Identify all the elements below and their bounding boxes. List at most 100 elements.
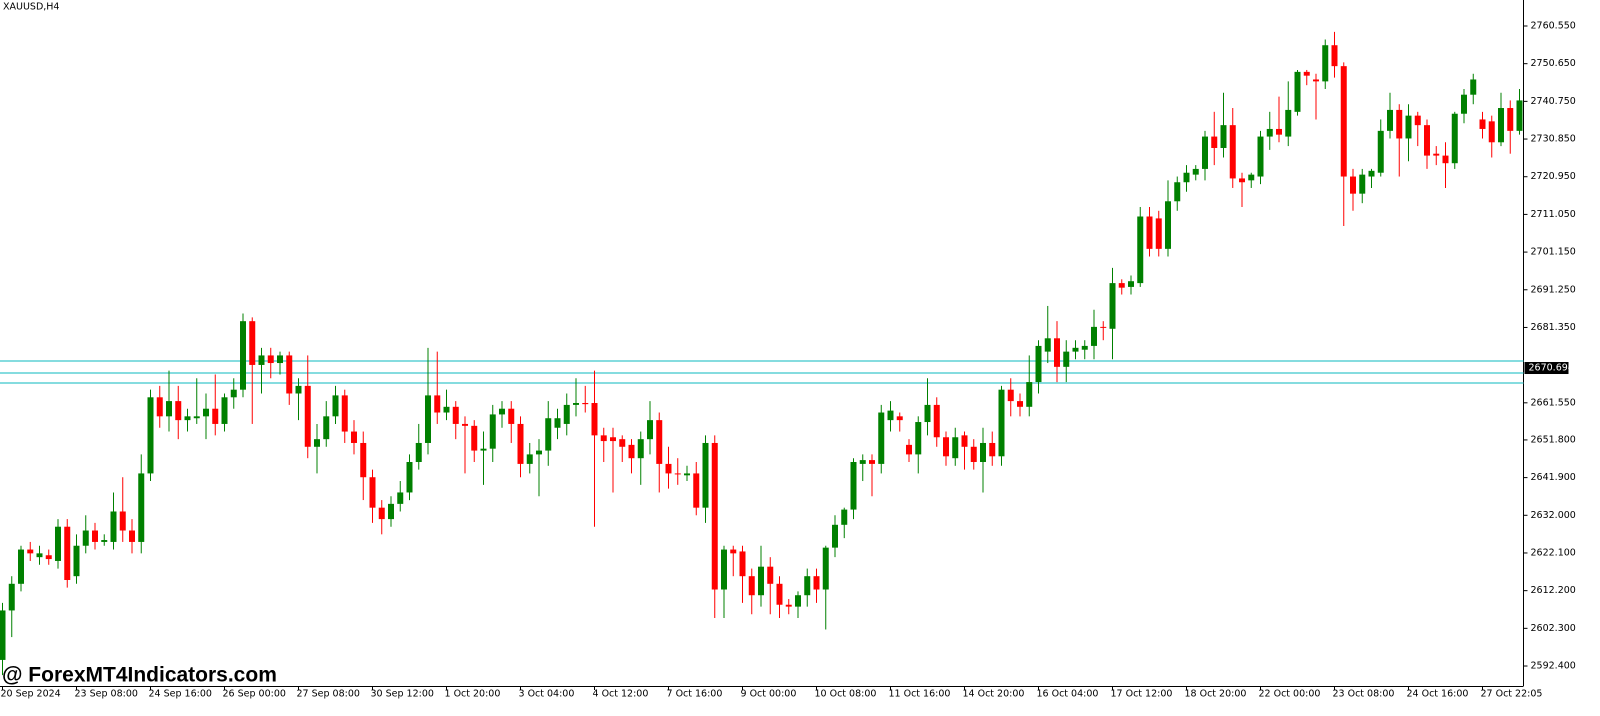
candle-body	[1044, 338, 1051, 352]
candle-body	[27, 549, 34, 554]
candle-body	[961, 435, 968, 447]
candle-body	[369, 477, 376, 508]
candle-body	[933, 404, 940, 438]
x-tick-label: 4 Oct 12:00	[593, 689, 649, 700]
candle-body	[45, 555, 52, 560]
x-tick-label: 7 Oct 16:00	[667, 689, 723, 700]
candle-body	[1294, 71, 1301, 112]
candle-body	[8, 583, 15, 611]
y-tick-label: 2740.750	[1531, 96, 1576, 107]
candle-body	[998, 389, 1005, 457]
candle-body	[915, 422, 922, 455]
candle-body	[101, 540, 108, 542]
candle-body	[674, 473, 681, 475]
candle-body	[184, 416, 191, 421]
candle-body	[970, 446, 977, 463]
candle-body	[499, 408, 505, 415]
candle-body	[1433, 153, 1440, 156]
candle-body	[1211, 136, 1218, 148]
candle-body	[767, 566, 774, 584]
candle-body	[175, 401, 182, 421]
candle-body	[1516, 100, 1523, 131]
x-tick-label: 26 Sep 00:00	[223, 689, 286, 700]
candle-body	[693, 473, 700, 508]
candle-body	[73, 545, 80, 577]
candle-body	[1081, 345, 1088, 350]
candle-body	[1442, 155, 1449, 164]
candle-body	[1479, 119, 1486, 129]
candle-body	[832, 524, 838, 548]
candle-body	[452, 406, 459, 424]
x-tick-label: 10 Oct 08:00	[815, 689, 877, 700]
candle-body	[221, 397, 228, 424]
candle-body	[249, 321, 256, 365]
price-label-box	[1524, 362, 1569, 375]
x-tick-label: 24 Sep 16:00	[149, 689, 212, 700]
candle-body	[1303, 71, 1310, 76]
candle-body	[1322, 45, 1329, 82]
candle-body	[360, 442, 367, 478]
candle-body	[508, 408, 515, 424]
candle-body	[989, 442, 996, 457]
x-tick-label: 27 Sep 08:00	[297, 689, 360, 700]
candle-body	[212, 408, 219, 424]
candle-body	[850, 462, 857, 510]
candle-body	[721, 549, 727, 590]
candle-body	[1239, 178, 1245, 183]
candle-body	[1063, 351, 1070, 367]
y-tick-label: 2701.150	[1531, 247, 1576, 258]
candle-body	[869, 460, 875, 464]
chart-title: XAUUSD,H4	[3, 2, 59, 13]
candle-body	[388, 503, 394, 520]
candle-body	[1118, 283, 1125, 288]
x-tick-label: 23 Sep 08:00	[75, 689, 138, 700]
candle-body	[1100, 326, 1107, 328]
candle-body	[785, 604, 792, 607]
candle-body	[36, 553, 43, 558]
candle-body	[610, 437, 616, 442]
candle-body	[1488, 121, 1495, 143]
candle-body	[443, 406, 450, 413]
candle-body	[1387, 109, 1393, 131]
candle-body	[1091, 326, 1097, 346]
candle-body	[924, 404, 931, 423]
candle-body	[1424, 125, 1430, 156]
candle-body	[1368, 170, 1375, 177]
x-tick-label: 11 Oct 16:00	[889, 689, 951, 700]
candle-body	[1137, 216, 1144, 284]
candle-body	[730, 549, 737, 554]
candle-body	[341, 395, 348, 432]
candle-body	[1072, 347, 1079, 352]
candle-body	[1396, 109, 1403, 139]
candle-body	[1257, 136, 1264, 177]
candle-body	[739, 551, 746, 577]
candle-body	[628, 444, 635, 459]
candle-body	[684, 473, 690, 476]
candle-body	[1128, 281, 1134, 287]
candle-body	[665, 463, 672, 474]
candle-body	[138, 473, 145, 542]
candle-body	[563, 404, 570, 424]
candle-body	[1451, 113, 1458, 164]
candle-body	[304, 385, 311, 447]
candle-body	[147, 397, 154, 474]
candle-body	[425, 395, 431, 443]
candle-body	[1414, 115, 1421, 126]
candle-body	[1266, 128, 1273, 137]
candle-body	[166, 401, 172, 417]
candle-body	[397, 492, 404, 504]
candle-body	[619, 439, 626, 447]
candle-body	[110, 511, 117, 542]
candle-body	[64, 526, 71, 580]
candle-body	[906, 444, 912, 455]
candle-body	[841, 509, 848, 525]
x-tick-label: 22 Oct 00:00	[1259, 689, 1321, 700]
candle-body	[1377, 130, 1384, 173]
candle-body	[1007, 389, 1014, 402]
candle-body	[1470, 79, 1477, 95]
candle-body	[1165, 201, 1171, 249]
candle-body	[1507, 108, 1514, 131]
x-tick-label: 23 Oct 08:00	[1333, 689, 1395, 700]
y-tick-label: 2661.550	[1531, 397, 1576, 408]
